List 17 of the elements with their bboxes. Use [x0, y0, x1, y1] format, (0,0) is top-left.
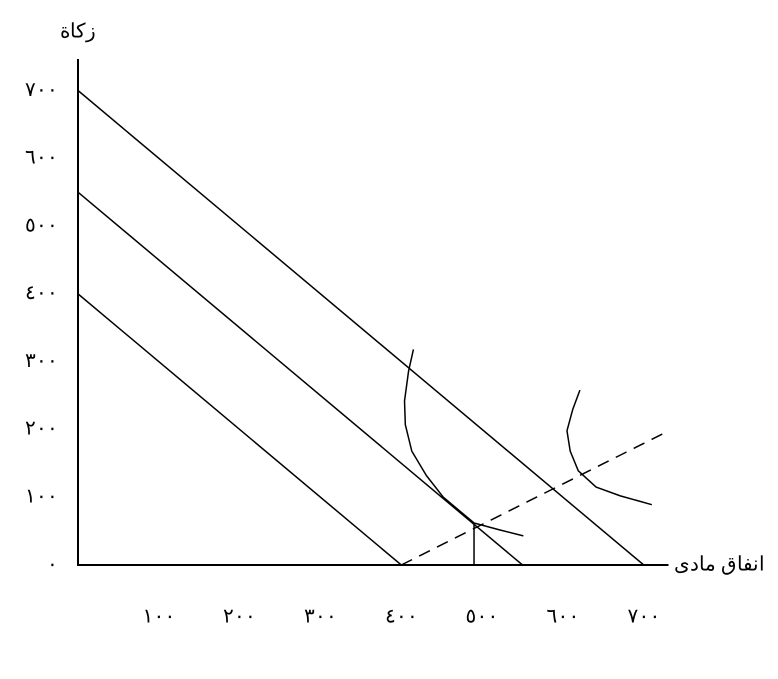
x-tick-label: ٤٠٠	[384, 605, 418, 628]
y-tick-label: ٦٠٠	[25, 146, 58, 169]
x-tick-label: ١٠٠	[142, 605, 176, 628]
x-tick-label: ٥٠٠	[466, 605, 499, 628]
y-axis-title: زكاة	[60, 20, 96, 42]
y-tick-label: ٧٠٠	[25, 78, 58, 101]
x-tick-label: ٦٠٠	[546, 605, 580, 628]
y-tick-label: ٣٠٠	[25, 350, 58, 372]
y-tick-label: ٤٠٠	[25, 282, 58, 304]
x-axis-title: انفاق مادى	[674, 553, 765, 576]
y-tick-label: ٠	[47, 553, 58, 576]
x-tick-label: ٧٠٠	[627, 605, 660, 628]
x-tick-label: ٢٠٠	[223, 605, 256, 628]
y-tick-label: ٥٠٠	[25, 214, 58, 236]
y-tick-label: ١٠٠	[25, 485, 58, 508]
x-tick-label: ٣٠٠	[304, 605, 337, 628]
y-tick-label: ٢٠٠	[25, 418, 58, 440]
